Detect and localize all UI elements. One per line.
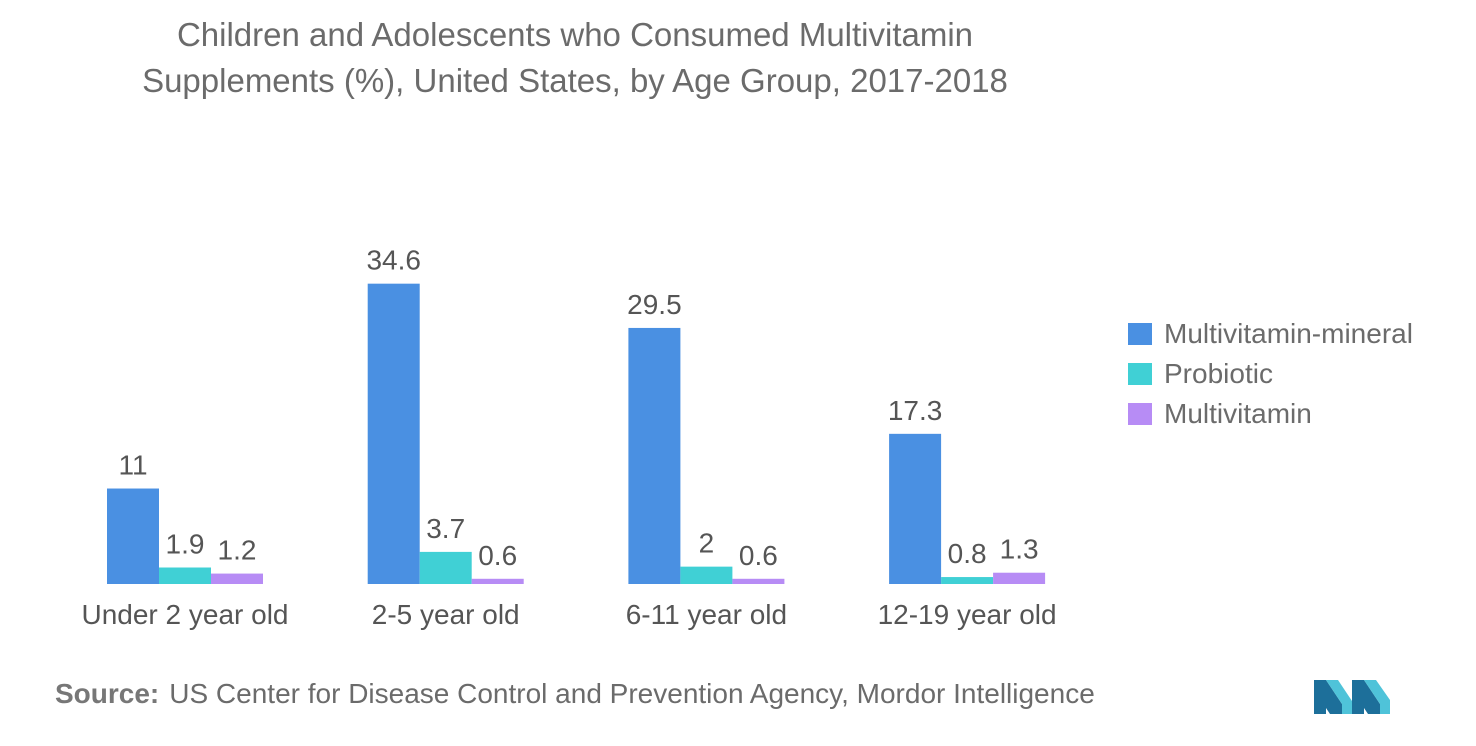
legend-label-multivitamin: Multivitamin <box>1164 398 1312 429</box>
data-label-multivitamin-mineral-3: 17.3 <box>888 395 943 426</box>
data-label-probiotic-0: 1.9 <box>166 529 205 560</box>
data-label-probiotic-3: 0.8 <box>948 538 987 569</box>
legend-swatch-multivitamin-mineral <box>1128 323 1152 345</box>
bar-probiotic-0 <box>159 567 211 584</box>
data-label-multivitamin-2: 0.6 <box>739 540 778 571</box>
data-label-multivitamin-1: 0.6 <box>478 540 517 571</box>
legend-item-probiotic: Probiotic <box>1128 354 1413 394</box>
category-label-1: 2-5 year old <box>372 599 520 630</box>
bar-multivitamin-0 <box>211 573 263 584</box>
bar-multivitamin-mineral-1 <box>367 283 420 584</box>
data-label-multivitamin-3: 1.3 <box>1000 534 1039 565</box>
data-label-multivitamin-mineral-0: 11 <box>118 450 147 481</box>
source-label: Source: <box>55 678 160 709</box>
data-label-multivitamin-mineral-2: 29.5 <box>627 289 682 320</box>
source-note: Source: US Center for Disease Control and… <box>55 678 1095 710</box>
bar-multivitamin-mineral-2 <box>628 327 681 584</box>
bar-multivitamin-1 <box>471 578 524 584</box>
data-label-probiotic-1: 3.7 <box>426 513 465 544</box>
legend: Multivitamin-mineral Probiotic Multivita… <box>1128 314 1413 434</box>
mordor-intelligence-logo-icon <box>1314 680 1390 714</box>
bar-probiotic-3 <box>941 577 994 584</box>
bar-probiotic-2 <box>680 566 733 584</box>
category-label-3: 12-19 year old <box>878 599 1057 630</box>
category-label-0: Under 2 year old <box>81 599 288 630</box>
source-text: US Center for Disease Control and Preven… <box>169 678 1095 709</box>
legend-swatch-probiotic <box>1128 363 1152 385</box>
legend-label-probiotic: Probiotic <box>1164 358 1273 389</box>
bar-probiotic-1 <box>419 551 472 584</box>
bar-multivitamin-mineral-0 <box>107 488 159 584</box>
bar-multivitamin-2 <box>732 578 785 584</box>
chart-title-line-2: Supplements (%), United States, by Age G… <box>142 62 1008 99</box>
data-label-multivitamin-0: 1.2 <box>218 535 257 566</box>
bar-multivitamin-mineral-3 <box>889 433 942 584</box>
data-label-probiotic-2: 2 <box>699 528 715 559</box>
chart-title-line-1: Children and Adolescents who Consumed Mu… <box>176 16 974 53</box>
bar-multivitamin-3 <box>993 572 1046 584</box>
category-label-2: 6-11 year old <box>626 599 787 630</box>
legend-item-multivitamin: Multivitamin <box>1128 394 1413 434</box>
data-label-multivitamin-mineral-1: 34.6 <box>366 245 421 276</box>
legend-label-multivitamin-mineral: Multivitamin-mineral <box>1164 318 1413 349</box>
legend-swatch-multivitamin <box>1128 403 1152 425</box>
chart-title: Children and Adolescents who Consumed Mu… <box>60 12 1090 104</box>
legend-item-multivitamin-mineral: Multivitamin-mineral <box>1128 314 1413 354</box>
